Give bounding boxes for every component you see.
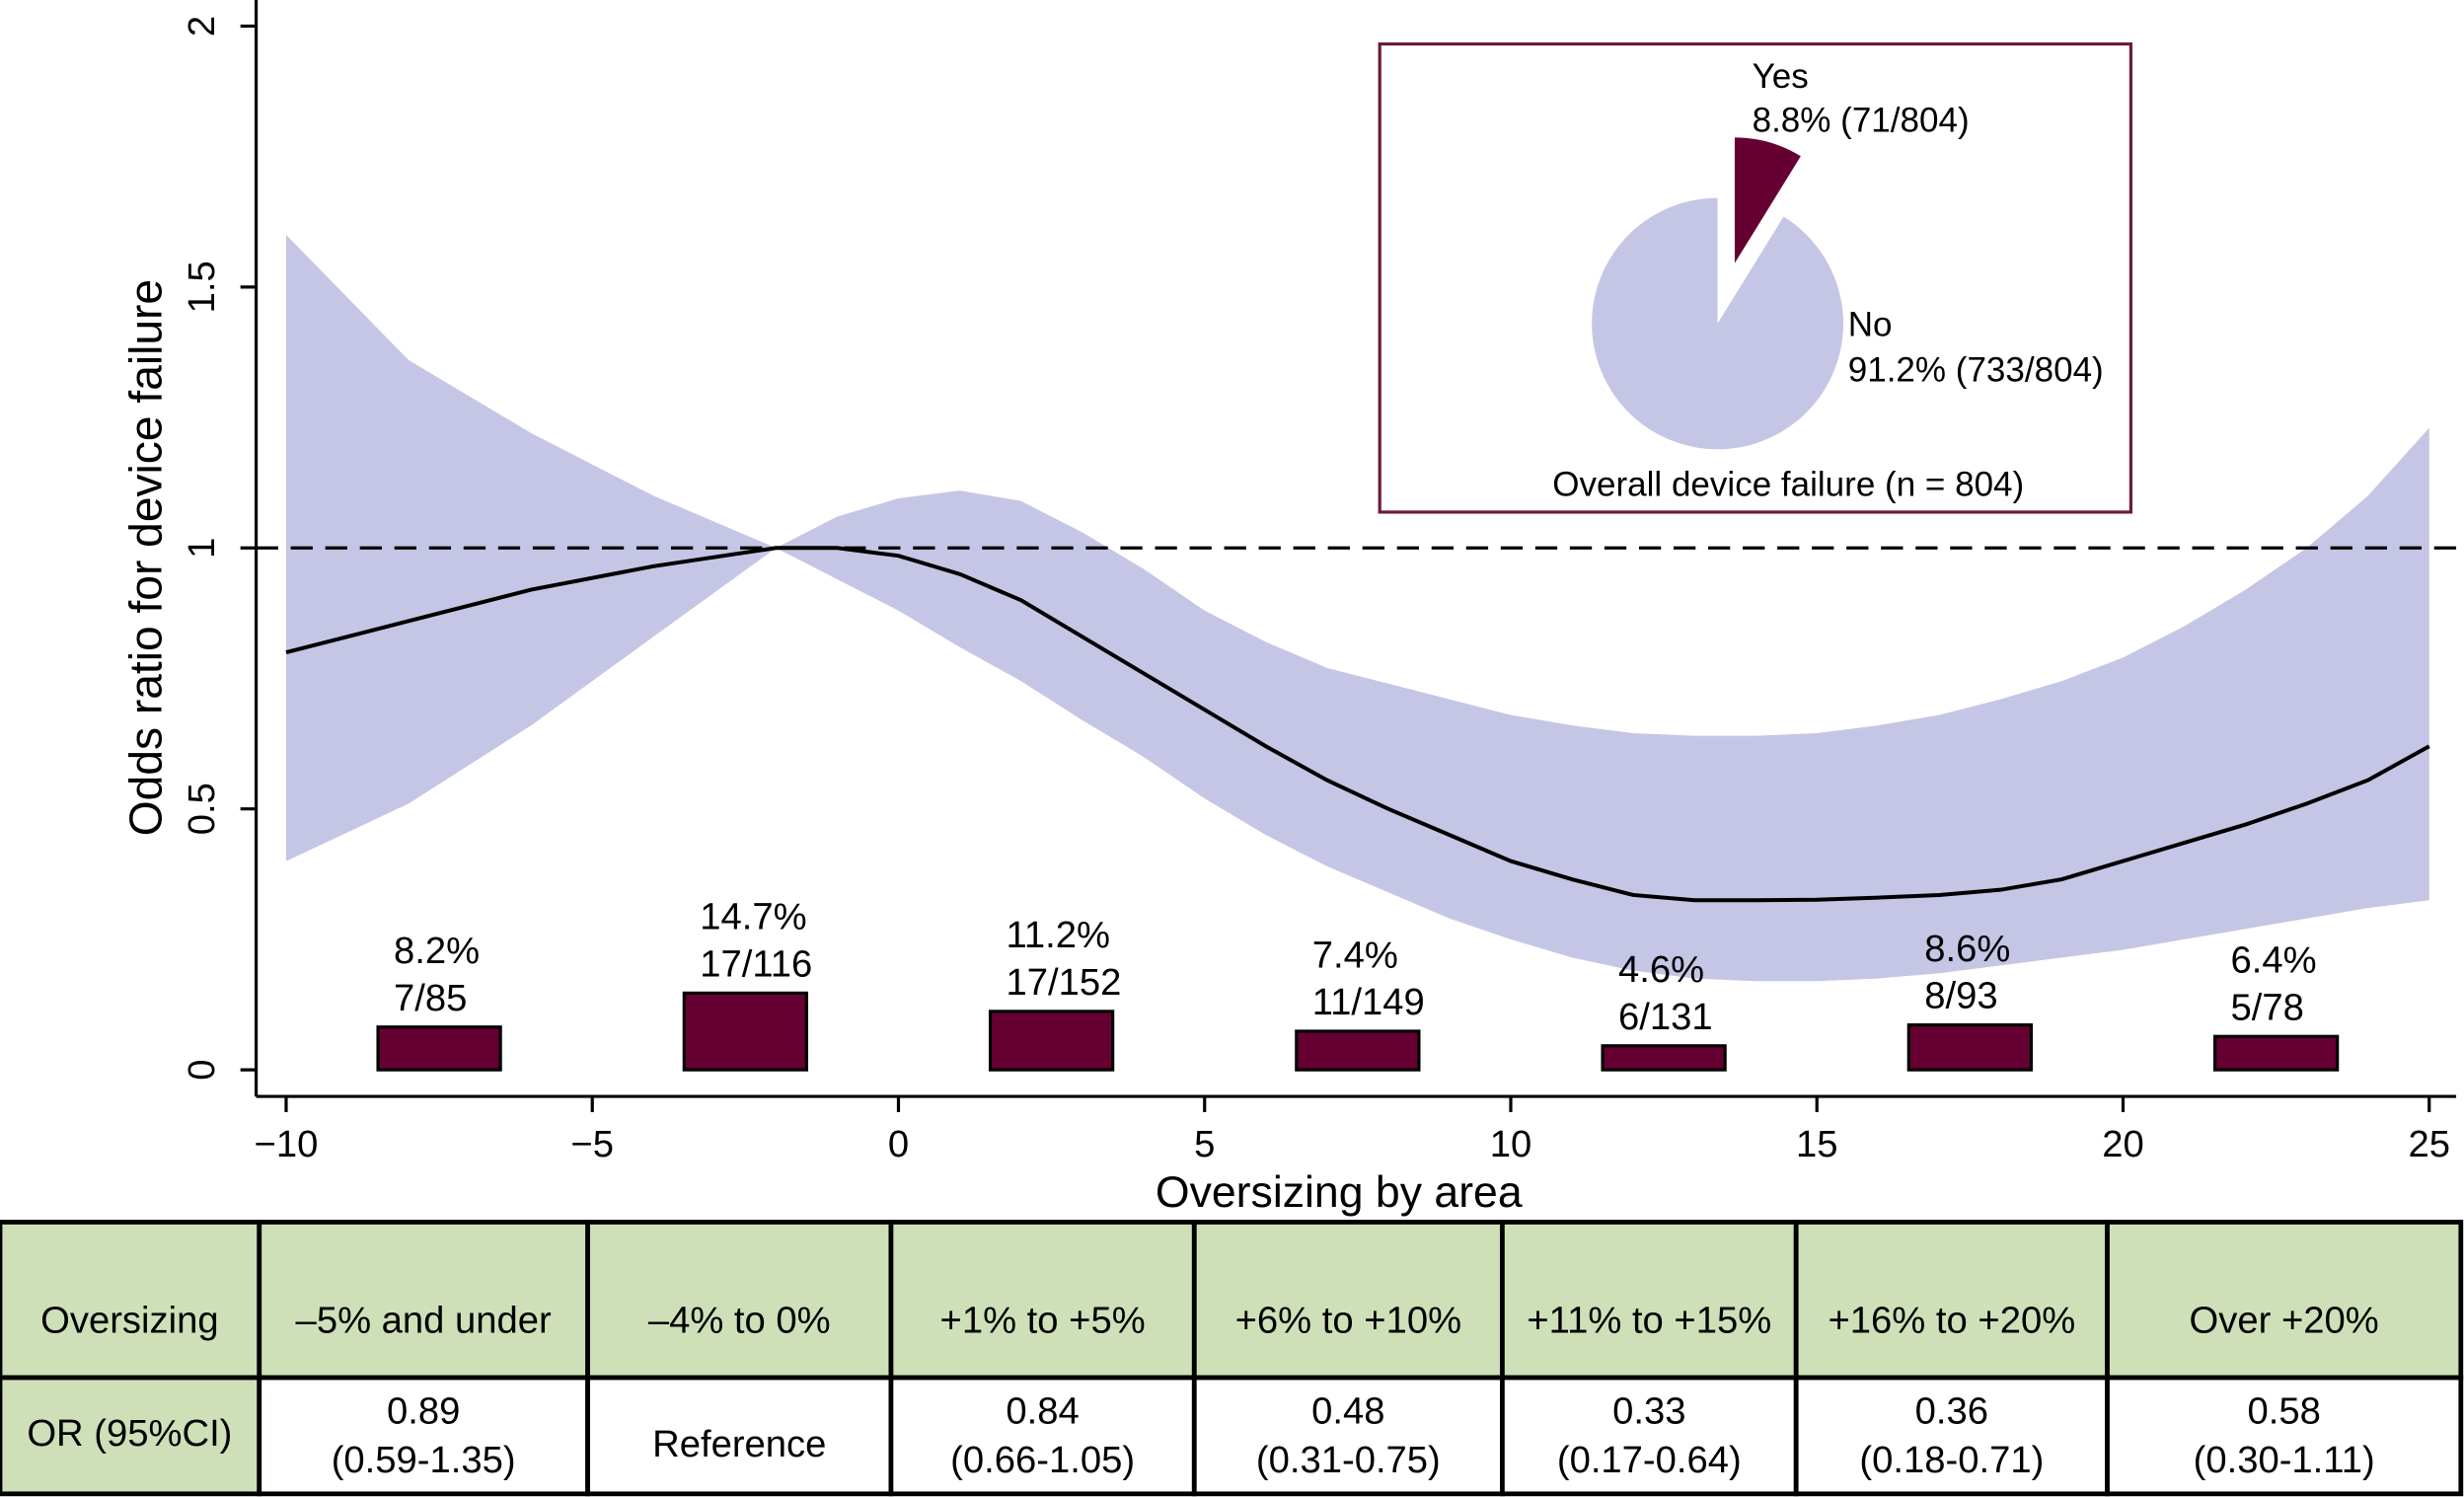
- bar-value-label: 11.2%: [1006, 914, 1110, 956]
- y-axis-title: Odds ratio for device failure: [119, 279, 171, 836]
- header-text: Over +20%: [2190, 1299, 2379, 1341]
- header-text: –5% and under: [296, 1299, 552, 1341]
- header-text: +11% to +15%: [1527, 1299, 1771, 1341]
- bar: [1601, 1044, 1727, 1072]
- bar: [1295, 1029, 1421, 1072]
- cell-text: Reference: [652, 1423, 826, 1465]
- header-cell: [1793, 1220, 2110, 1381]
- pie-title: Overall device failure (n = 804): [1552, 466, 2024, 504]
- bar: [376, 1025, 502, 1072]
- pie-value-label: 8.8% (71/804): [1753, 101, 1970, 139]
- header-text: Oversizing: [40, 1299, 219, 1341]
- header-cell: [2105, 1220, 2464, 1381]
- x-tick-label: 5: [1194, 1123, 1215, 1165]
- y-tick-label: 0.5: [181, 783, 223, 835]
- x-tick-label: −5: [570, 1123, 614, 1165]
- cell-text: (0.66-1.05): [950, 1439, 1135, 1481]
- header-text: –4% to 0%: [648, 1299, 831, 1341]
- y-tick-label: 0: [181, 1059, 223, 1080]
- header-text: +16% to +20%: [1829, 1299, 2076, 1341]
- bar-count-label: 5/78: [2230, 986, 2303, 1028]
- pie-slice: [1592, 197, 1843, 450]
- bar-count-label: 17/116: [700, 942, 812, 985]
- cell-text: 0.89: [387, 1390, 460, 1433]
- cell-text: 0.48: [1311, 1390, 1384, 1433]
- header-text: +1% to +5%: [940, 1299, 1146, 1341]
- x-tick-label: 0: [888, 1123, 909, 1165]
- x-tick-label: 15: [1796, 1123, 1838, 1165]
- bar-count-label: 6/131: [1618, 996, 1713, 1038]
- cell-text: (0.59-1.35): [332, 1439, 516, 1481]
- bar-value-label: 6.4%: [2230, 939, 2316, 982]
- bar: [2212, 1034, 2340, 1072]
- data-cell: [257, 1375, 590, 1497]
- cell-text: 0.84: [1006, 1390, 1079, 1433]
- x-tick-label: 10: [1490, 1123, 1532, 1165]
- pie-slice: [1734, 137, 1801, 263]
- cell-text: (0.30-1.11): [2194, 1439, 2375, 1481]
- x-tick-label: −10: [255, 1123, 319, 1165]
- data-cell: [2105, 1375, 2464, 1497]
- header-cell: [1191, 1220, 1505, 1381]
- header-text: +6% to +10%: [1235, 1299, 1461, 1341]
- bar-value-label: 8.6%: [1924, 928, 2010, 970]
- cell-text: 0.36: [1915, 1390, 1988, 1433]
- data-cell: [1191, 1375, 1505, 1497]
- bar-value-label: 4.6%: [1618, 948, 1704, 991]
- data-cell: [1500, 1375, 1799, 1497]
- confidence-band: [285, 234, 2429, 982]
- cell-text: (0.17-0.64): [1557, 1439, 1742, 1481]
- bar-value-label: 7.4%: [1312, 934, 1398, 976]
- bar-count-label: 11/149: [1312, 981, 1425, 1023]
- x-tick-label: 20: [2102, 1123, 2144, 1165]
- row-label: OR (95%CI): [27, 1412, 232, 1455]
- bar-value-label: 8.2%: [394, 930, 480, 972]
- header-cell: [0, 1220, 262, 1381]
- pie-category-label: Yes: [1753, 57, 1809, 96]
- y-tick-label: 1: [181, 538, 223, 559]
- bar-count-label: 8/93: [1924, 975, 1997, 1017]
- cell-text: 0.33: [1612, 1390, 1685, 1433]
- bar: [682, 991, 808, 1072]
- y-tick-label: 1.5: [181, 261, 223, 313]
- bar-count-label: 7/85: [394, 977, 467, 1019]
- bar-count-label: 17/152: [1006, 961, 1121, 1004]
- y-tick-label: 2: [181, 16, 223, 37]
- pie-value-label: 91.2% (733/804): [1848, 351, 2104, 390]
- cell-text: (0.18-0.71): [1859, 1439, 2044, 1481]
- data-cell: [888, 1375, 1197, 1497]
- x-tick-label: 25: [2408, 1123, 2450, 1165]
- pie-category-label: No: [1848, 305, 1893, 343]
- header-cell: [585, 1220, 894, 1381]
- bar: [1906, 1023, 2034, 1072]
- bar: [988, 1010, 1115, 1072]
- or-line: [285, 546, 2430, 903]
- cell-text: (0.31-0.75): [1256, 1439, 1441, 1481]
- bar-value-label: 14.7%: [700, 896, 806, 938]
- x-axis-title: Oversizing by area: [1156, 1168, 1523, 1217]
- data-cell: [1793, 1375, 2110, 1497]
- cell-text: 0.58: [2247, 1390, 2320, 1433]
